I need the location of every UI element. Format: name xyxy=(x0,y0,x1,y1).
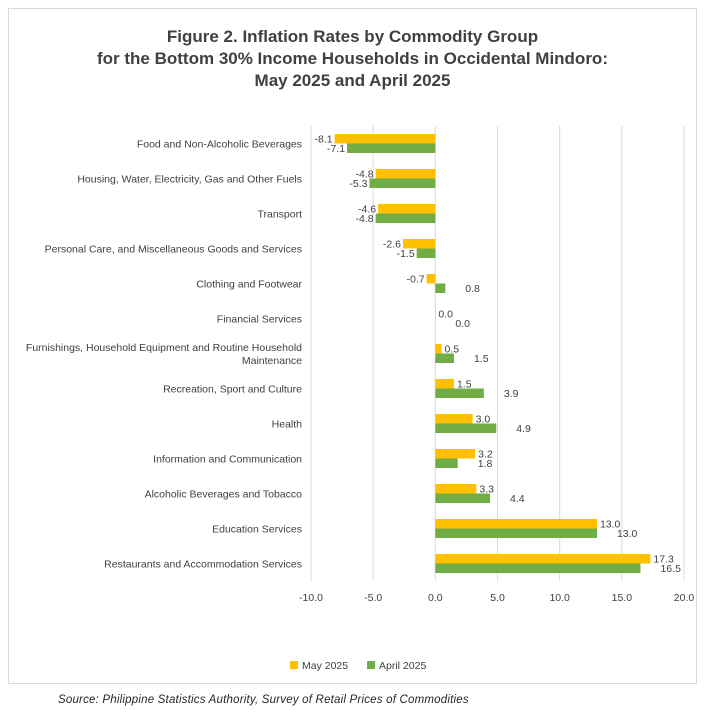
x-tick-label: -5.0 xyxy=(364,592,382,604)
category-label: Financial Services xyxy=(217,314,302,326)
category-label: Restaurants and Accommodation Services xyxy=(104,559,302,571)
bar-april-2025 xyxy=(375,213,436,223)
legend-swatch-1 xyxy=(367,661,375,669)
category-label: Education Services xyxy=(212,524,302,536)
bar-may-2025 xyxy=(435,414,473,424)
bar-april-2025 xyxy=(435,563,641,573)
data-label: 3.9 xyxy=(504,388,519,400)
data-label: -5.3 xyxy=(349,178,367,190)
data-label: 0.0 xyxy=(455,318,470,330)
data-label: -4.8 xyxy=(356,213,374,225)
bar-may-2025 xyxy=(334,134,436,144)
data-label: -4.6 xyxy=(358,203,376,215)
data-label: -4.8 xyxy=(356,168,374,180)
source-note: Source: Philippine Statistics Authority,… xyxy=(58,694,469,706)
category-label: Housing, Water, Electricity, Gas and Oth… xyxy=(77,174,302,186)
data-label: 13.0 xyxy=(617,528,638,540)
data-label: 17.3 xyxy=(653,553,674,565)
category-label: Personal Care, and Miscellaneous Goods a… xyxy=(45,244,302,256)
category-label: Alcoholic Beverages and Tobacco xyxy=(145,489,303,501)
bar-may-2025 xyxy=(435,484,477,494)
bar-may-2025 xyxy=(426,274,436,284)
data-label: 13.0 xyxy=(600,518,621,530)
data-label: 4.9 xyxy=(516,423,531,435)
x-tick-label: 20.0 xyxy=(674,592,695,604)
category-label: Clothing and Footwear xyxy=(196,279,302,291)
bar-april-2025 xyxy=(435,528,597,538)
bar-april-2025 xyxy=(435,353,454,363)
legend-swatch-0 xyxy=(290,661,298,669)
data-label: -7.1 xyxy=(327,143,345,155)
data-label: -0.7 xyxy=(407,273,425,285)
bar-april-2025 xyxy=(435,283,446,293)
x-tick-label: 0.0 xyxy=(428,592,443,604)
bar-may-2025 xyxy=(403,239,436,249)
bar-may-2025 xyxy=(435,554,651,564)
bar-may-2025 xyxy=(435,519,597,529)
bar-april-2025 xyxy=(369,178,436,188)
chart-title-line-1: Figure 2. Inflation Rates by Commodity G… xyxy=(166,27,539,46)
category-label: Transport xyxy=(257,209,302,221)
data-label: -8.1 xyxy=(315,133,333,145)
chart-frame xyxy=(8,8,697,684)
data-label: 3.2 xyxy=(478,448,493,460)
bar-april-2025 xyxy=(435,423,497,433)
data-label: 3.0 xyxy=(476,413,491,425)
bar-may-2025 xyxy=(435,449,476,459)
category-label: Food and Non-Alcoholic Beverages xyxy=(137,139,302,151)
x-tick-label: -10.0 xyxy=(299,592,323,604)
category-label: Recreation, Sport and Culture xyxy=(163,384,302,396)
chart-title: Figure 2. Inflation Rates by Commodity G… xyxy=(8,26,697,92)
data-label: -1.5 xyxy=(397,248,415,260)
data-label: 1.5 xyxy=(457,378,472,390)
bar-april-2025 xyxy=(435,493,491,503)
category-label: Furnishings, Household Equipment and Rou… xyxy=(26,342,302,354)
bar-may-2025 xyxy=(435,379,454,389)
chart-title-line-3: May 2025 and April 2025 xyxy=(254,71,451,90)
legend-label: April 2025 xyxy=(379,660,426,672)
data-label: 1.5 xyxy=(474,353,489,365)
bar-april-2025 xyxy=(435,388,484,398)
category-label: Information and Communication xyxy=(153,454,302,466)
bar-may-2025 xyxy=(378,204,436,214)
data-label: 0.8 xyxy=(465,283,480,295)
bar-may-2025 xyxy=(435,344,442,354)
category-label: Maintenance xyxy=(242,355,302,367)
category-label: Health xyxy=(272,419,303,431)
data-label: 3.3 xyxy=(479,483,494,495)
chart-title-line-2: for the Bottom 30% Income Households in … xyxy=(97,49,608,68)
x-tick-label: 15.0 xyxy=(612,592,633,604)
data-label: 16.5 xyxy=(660,563,681,575)
data-label: 1.8 xyxy=(478,458,493,470)
bar-april-2025 xyxy=(416,248,436,258)
x-tick-label: 10.0 xyxy=(549,592,570,604)
data-label: -2.6 xyxy=(383,238,401,250)
bar-april-2025 xyxy=(347,143,436,153)
legend-label: May 2025 xyxy=(302,660,348,672)
data-label: 4.4 xyxy=(510,493,525,505)
bar-may-2025 xyxy=(375,169,436,179)
x-tick-label: 5.0 xyxy=(490,592,505,604)
data-label: 0.0 xyxy=(438,308,453,320)
data-label: 0.5 xyxy=(445,343,460,355)
bar-april-2025 xyxy=(435,458,458,468)
